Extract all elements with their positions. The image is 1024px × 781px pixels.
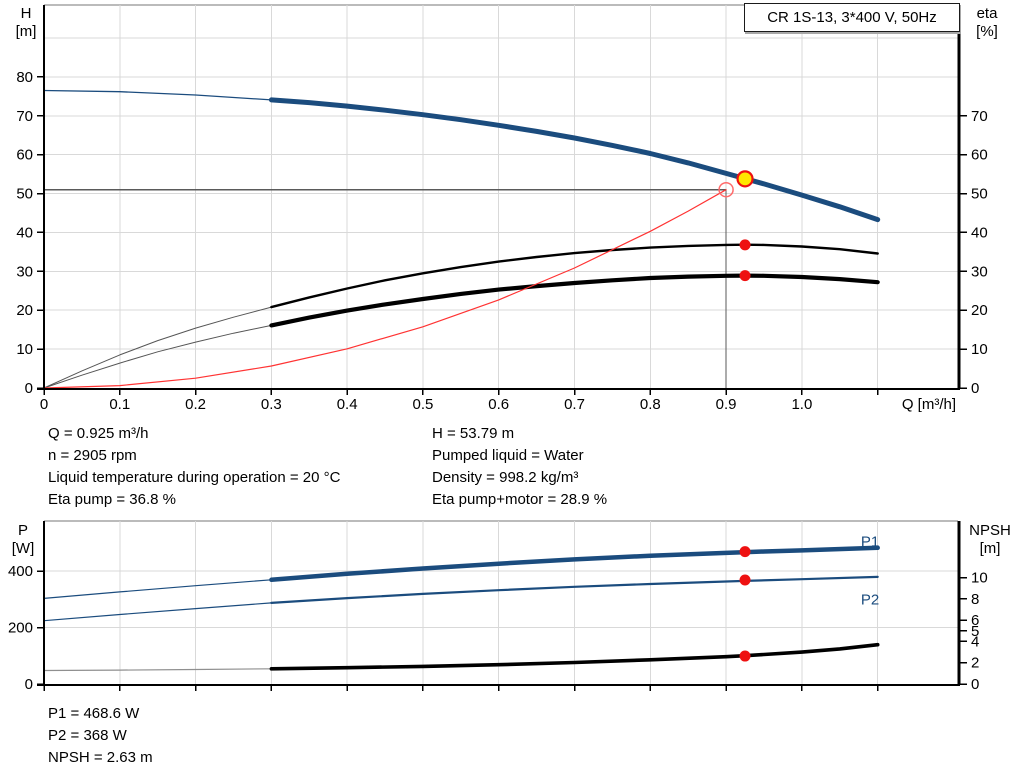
- axis-title-eta-unit: [%]: [976, 23, 998, 40]
- left-tick-label: 70: [16, 108, 33, 125]
- left-tick-label: 40: [16, 224, 33, 241]
- p2-label: P2: [861, 591, 879, 608]
- axis-title-npsh-unit: [m]: [979, 540, 1001, 557]
- info-eta-pump: Eta pump = 36.8 %: [48, 491, 176, 508]
- right-tick-label: 2: [971, 655, 979, 672]
- left-tick-label: 30: [16, 263, 33, 280]
- eta-pump-motor-curve: [269, 273, 880, 328]
- eta-pump-motor-thin: [43, 324, 272, 389]
- left-tick-label: 80: [16, 69, 33, 86]
- info-head: H = 53.79 m: [432, 425, 515, 442]
- p1-curve-thin: [43, 579, 272, 600]
- right-tick-label: 0: [971, 676, 979, 693]
- x-tick-label: 0.4: [337, 396, 358, 413]
- axis-title-p-unit: [W]: [11, 540, 35, 557]
- x-tick-label: 1.0: [791, 396, 812, 413]
- npsh-curve: [269, 642, 880, 671]
- eta-pump-motor-point: [739, 270, 751, 282]
- result-values: P1 = 468.6 W P2 = 368 W NPSH = 2.63 m: [48, 703, 153, 769]
- x-tick-label: 0.7: [564, 396, 585, 413]
- right-tick-label: 50: [971, 186, 988, 203]
- axis-title-npsh-symbol: NPSH: [969, 522, 1011, 539]
- x-tick-label: 0.2: [185, 396, 206, 413]
- p1-point: [739, 546, 751, 558]
- left-tick-label: 60: [16, 147, 33, 164]
- info-flow: Q = 0.925 m³/h: [48, 425, 149, 442]
- pump-title-box: CR 1S-13, 3*400 V, 50Hz: [744, 3, 960, 32]
- result-p1: P1 = 468.6 W: [48, 705, 140, 722]
- info-density: Density = 998.2 kg/m³: [432, 469, 579, 486]
- right-tick-label: 8: [971, 591, 979, 608]
- x-tick-label: 0: [40, 396, 48, 413]
- right-tick-label: 30: [971, 263, 988, 280]
- axis-title-eta-symbol: eta: [976, 5, 998, 22]
- left-tick-label: 20: [16, 302, 33, 319]
- result-p2: P2 = 368 W: [48, 727, 127, 744]
- axis-title-npsh: NPSH [m]: [962, 522, 1018, 558]
- operating-info-left: Q = 0.925 m³/h n = 2905 rpm Liquid tempe…: [48, 423, 340, 511]
- p2-curve: [270, 575, 879, 605]
- p2-curve-thin: [43, 602, 272, 622]
- right-tick-label: 4: [971, 633, 979, 650]
- info-eta-pump-motor: Eta pump+motor = 28.9 %: [432, 491, 608, 508]
- result-npsh: NPSH = 2.63 m: [48, 749, 153, 766]
- axis-title-eta: eta [%]: [959, 5, 1015, 41]
- right-tick-label: 40: [971, 224, 988, 241]
- x-tick-label: 0.6: [488, 396, 509, 413]
- info-pumped-liquid: Pumped liquid = Water: [432, 447, 584, 464]
- x-tick-label: 0.5: [413, 396, 434, 413]
- axis-title-h-symbol: H: [20, 5, 32, 22]
- x-tick-label: 0.9: [716, 396, 737, 413]
- right-tick-label: 6: [971, 612, 979, 629]
- npsh-curve-thin: [43, 668, 272, 672]
- right-tick-label: 5: [971, 623, 979, 640]
- axis-title-h-unit: [m]: [15, 23, 37, 40]
- p2-point: [739, 574, 751, 586]
- eta-pump-curve: [270, 243, 879, 309]
- x-axis-unit-label: Q [m³/h]: [901, 396, 956, 413]
- duty-point[interactable]: [736, 170, 754, 188]
- info-liquid-temperature: Liquid temperature during operation = 20…: [48, 469, 341, 486]
- info-speed: n = 2905 rpm: [48, 447, 137, 464]
- right-tick-label: 20: [971, 302, 988, 319]
- left-tick-label: 0: [25, 380, 33, 397]
- left-tick-label: 10: [16, 341, 33, 358]
- left-tick-label: 0: [25, 676, 33, 693]
- right-tick-label: 10: [971, 570, 988, 587]
- operating-info-right: H = 53.79 m Pumped liquid = Water Densit…: [432, 423, 607, 511]
- right-tick-label: 0: [971, 380, 979, 397]
- pump-title: CR 1S-13, 3*400 V, 50Hz: [767, 9, 937, 26]
- left-tick-label: 200: [8, 620, 33, 637]
- npsh-point: [739, 650, 751, 662]
- left-tick-label: 50: [16, 186, 33, 203]
- x-tick-label: 0.3: [261, 396, 282, 413]
- eta-pump-point: [739, 239, 751, 251]
- eta-pump-thin: [43, 306, 272, 389]
- qh-curve: [268, 97, 881, 223]
- right-tick-label: 10: [971, 341, 988, 358]
- p1-label: P1: [861, 533, 879, 550]
- x-tick-label: 0.8: [640, 396, 661, 413]
- axis-title-h: H [m]: [0, 5, 54, 41]
- qh-curve-thin: [43, 89, 273, 101]
- right-tick-label: 60: [971, 147, 988, 164]
- axis-title-p: P [W]: [0, 522, 51, 558]
- x-tick-label: 0.1: [109, 396, 130, 413]
- p1-curve: [269, 545, 880, 583]
- requested-duty-point: [718, 181, 734, 198]
- system-curve: [43, 189, 727, 389]
- axis-title-p-symbol: P: [17, 522, 28, 539]
- left-tick-label: 400: [8, 563, 33, 580]
- right-tick-label: 70: [971, 108, 988, 125]
